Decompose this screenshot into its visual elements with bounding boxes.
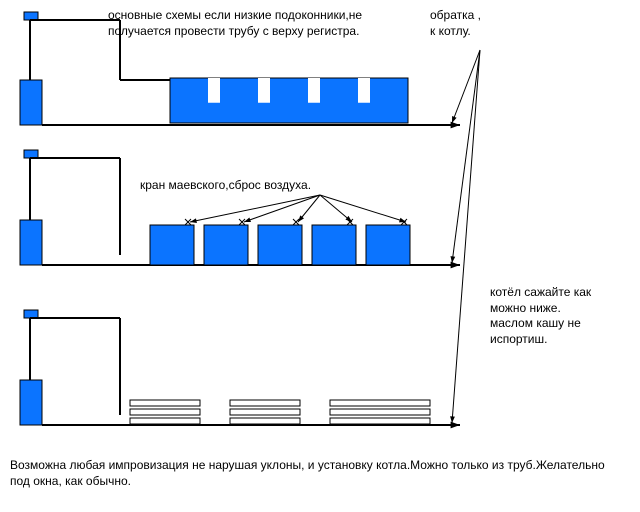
- label-obratka: обратка , к котлу.: [430, 8, 530, 39]
- label-top-main: основные схемы если низкие подоконники,н…: [108, 8, 388, 39]
- label-kran: кран маевского,сброс воздуха.: [140, 178, 400, 194]
- label-boiler: котёл сажайте как можно ниже. маслом каш…: [490, 285, 630, 347]
- heating-diagram: [0, 0, 640, 512]
- label-bottom: Возможна любая импровизация не нарушая у…: [10, 458, 610, 489]
